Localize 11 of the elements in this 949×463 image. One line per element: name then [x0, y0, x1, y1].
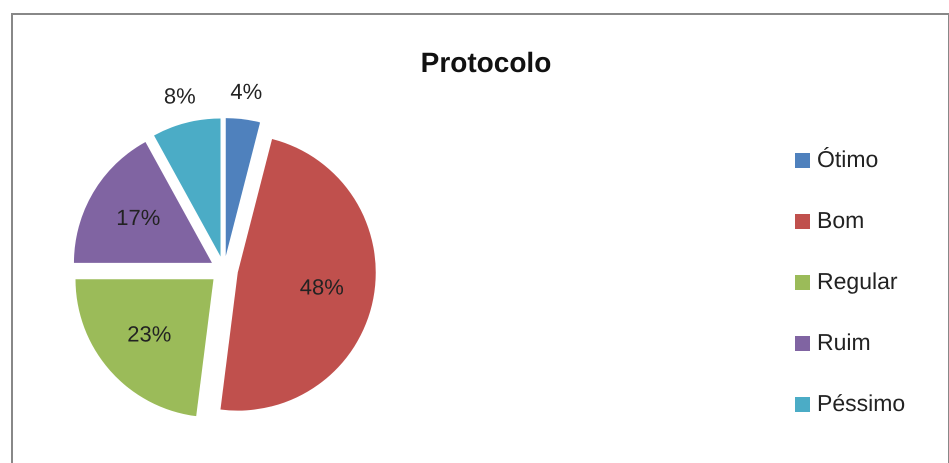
data-label: 4%	[230, 79, 262, 104]
legend-label: Ruim	[817, 329, 871, 356]
data-label: 8%	[164, 83, 196, 108]
legend-label: Bom	[817, 207, 864, 234]
data-label: 23%	[127, 322, 172, 347]
legend-label: Ótimo	[817, 146, 878, 172]
legend-label: Regular	[817, 268, 898, 294]
data-label: 48%	[300, 274, 344, 300]
data-label: 17%	[116, 205, 160, 230]
legend-label: Péssimo	[817, 390, 906, 416]
chart-title: Protocolo	[420, 47, 552, 78]
